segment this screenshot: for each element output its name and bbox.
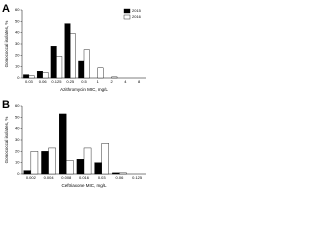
y-tick-label: 50 [15,18,20,23]
bar [66,160,74,175]
bar [56,56,63,79]
y-tick-label: 30 [15,137,20,142]
bar [83,49,90,79]
x-tick-label: 0.002 [26,175,37,180]
y-tick-label: 10 [15,160,20,165]
x-tick-label: 0.03 [98,175,107,180]
y-tick-label: 20 [15,148,20,153]
bar [78,60,85,79]
bar [41,151,49,175]
x-tick-label: 0.125 [51,79,62,84]
y-tick-label: 50 [15,114,20,119]
x-tick-label: 0.016 [79,175,90,180]
x-tick-label: 0.5 [81,79,87,84]
x-tick-label: 1 [97,79,100,84]
x-tick-label: 0.06 [116,175,125,180]
panel-label: B [2,99,10,111]
x-tick-label: 4 [124,79,127,84]
x-axis-label: Ceftriaxone MIC, mg/L [61,183,107,188]
bar [119,172,127,175]
y-axis-label: Gonococcal isolates, % [4,21,9,68]
x-tick-label: 0.03 [25,79,34,84]
bar [97,67,104,79]
x-tick-label: 0.06 [39,79,48,84]
legend-label: 2015 [132,8,142,13]
bar [42,72,49,79]
x-axis-label: Azithromycin MIC, mg/L [60,87,108,92]
y-tick-label: 20 [15,52,20,57]
y-tick-label: 40 [15,30,20,35]
x-tick-label: 2 [110,79,113,84]
y-tick-label: 60 [15,7,20,12]
x-tick-label: 8 [138,79,141,84]
bar [28,75,35,79]
legend-label: 2016 [132,14,142,19]
y-axis-label: Gonococcal isolates, % [4,117,9,164]
y-tick-label: 40 [15,126,20,131]
bar [112,172,120,175]
panel-label: A [2,3,10,15]
legend-swatch [123,8,131,14]
y-tick-label: 0 [17,171,20,176]
bar [111,76,118,79]
bar [83,147,92,175]
bar [101,143,110,175]
bar [48,147,56,175]
y-tick-label: 10 [15,64,20,69]
x-tick-label: 0.25 [66,79,75,84]
x-tick-label: 0.004 [44,175,55,180]
bar [76,159,85,175]
bar [23,74,30,79]
y-tick-label: 30 [15,41,20,46]
bar [59,113,67,175]
bar [36,70,43,79]
y-tick-label: 0 [17,75,20,80]
bar [70,33,76,79]
bar [94,162,102,175]
bar [50,46,57,79]
y-tick-label: 60 [15,103,20,108]
x-tick-label: 0.008 [61,175,72,180]
bar [23,170,32,175]
bar [64,23,71,79]
x-tick-label: 0.125 [132,175,143,180]
figure: A Gonococcal isolates, % Azithromycin MIC,… [2,3,146,188]
legend-swatch [123,14,131,20]
bar [30,151,39,175]
